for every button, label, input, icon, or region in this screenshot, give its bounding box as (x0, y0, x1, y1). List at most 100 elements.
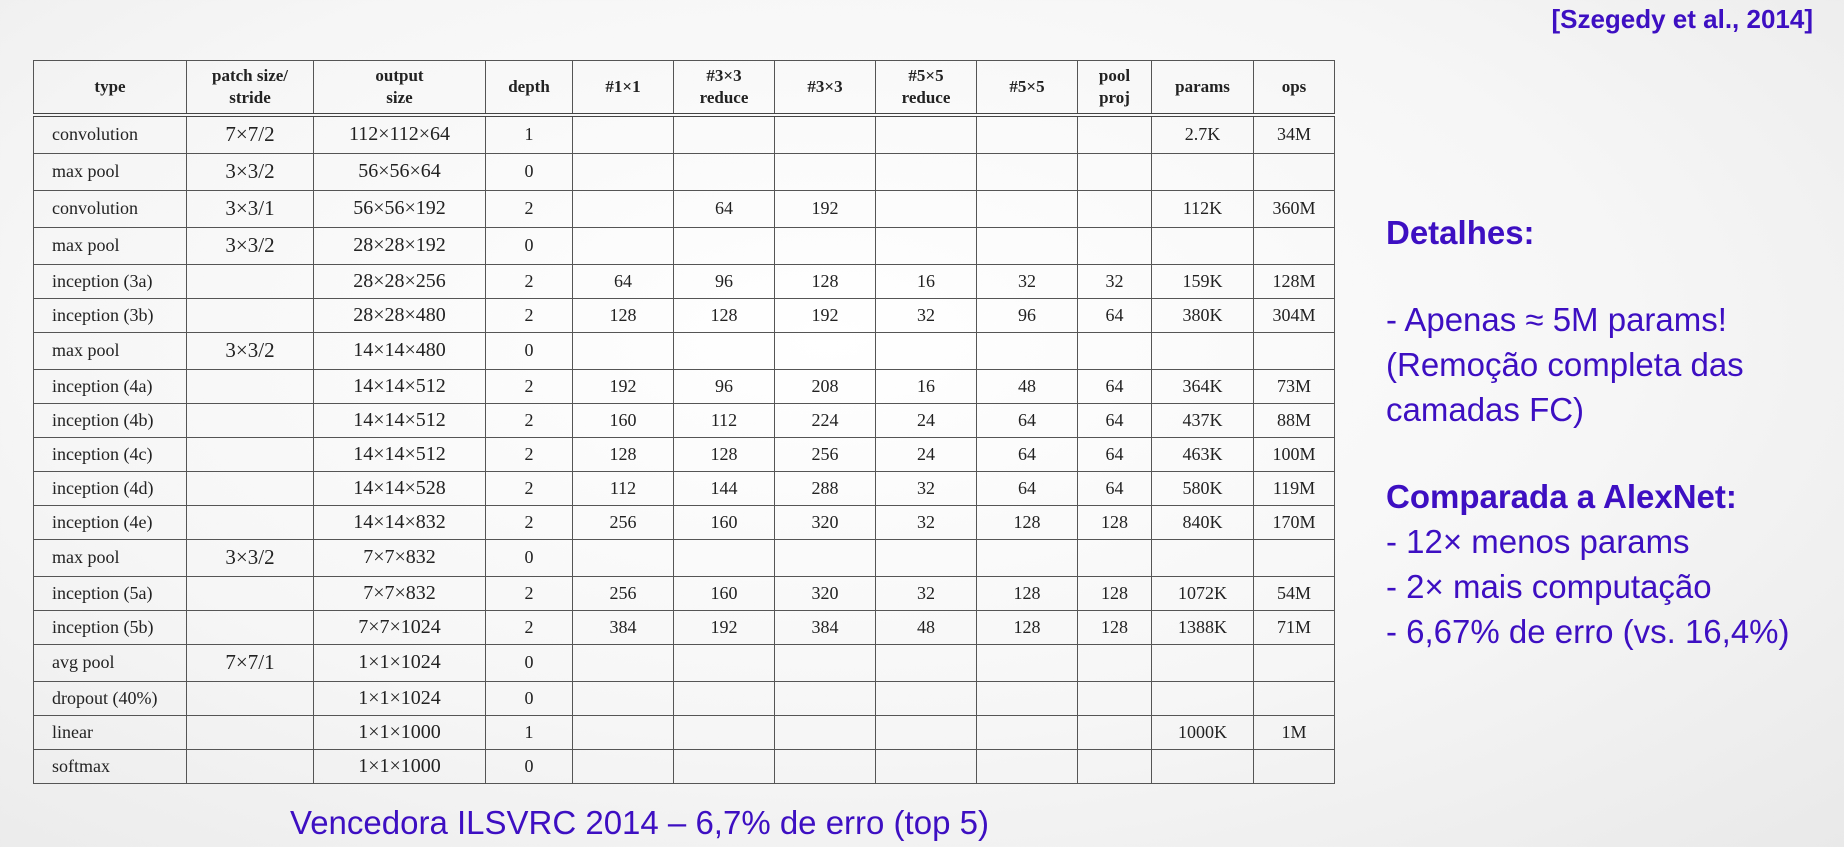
table-cell (673, 680, 775, 716)
column-header-text: output (375, 65, 424, 85)
table-cell (875, 189, 977, 228)
table-cell: inception (3a) (33, 263, 187, 299)
table-cell (1077, 680, 1152, 716)
table-cell (875, 714, 977, 750)
table-cell: 0 (485, 331, 573, 370)
table-cell (1253, 680, 1335, 716)
table-cell (1253, 226, 1335, 265)
table-cell: 128 (1077, 609, 1152, 645)
table-cell (774, 643, 876, 682)
table-cell: 96 (976, 297, 1078, 333)
table-cell: 64 (572, 263, 674, 299)
table-cell: 32 (1077, 263, 1152, 299)
table-row: inception (3b) 28×28×480 2 128 128 192 32 96 64 3… (33, 297, 1335, 333)
table-cell (774, 680, 876, 716)
table-body: convolution 7×7/2 112×112×64 1 2.7K 34M max po… (33, 113, 1335, 785)
table-cell: max pool (33, 153, 187, 191)
table-row: max pool 3×3/2 56×56×64 0 (33, 153, 1335, 191)
table-cell: 3×3/2 (186, 331, 314, 370)
table-cell (186, 297, 314, 333)
table-cell: dropout (40%) (33, 680, 187, 716)
table-cell (1253, 748, 1335, 785)
column-header: #5×5 reduce (875, 60, 977, 117)
table-cell: 128 (572, 436, 674, 472)
details-line: camadas FC) (1386, 391, 1585, 428)
table-cell: 2 (485, 368, 573, 404)
details-line: (Remoção completa das (1386, 346, 1744, 383)
citation: [Szegedy et al., 2014] (1551, 4, 1813, 34)
table-cell: 1072K (1151, 575, 1254, 611)
table-cell (976, 643, 1078, 682)
table-cell: 16 (875, 368, 977, 404)
table-cell: 170M (1253, 504, 1335, 540)
table-cell (572, 680, 674, 716)
column-header-text: pool (1098, 65, 1131, 85)
table-cell: 2 (485, 470, 573, 506)
table-cell: inception (5b) (33, 609, 187, 645)
table-cell: 0 (485, 538, 573, 577)
column-header-text: ops (1281, 76, 1307, 96)
table-cell (1077, 189, 1152, 228)
column-header: #3×3 reduce (673, 60, 775, 117)
table-cell: 64 (976, 402, 1078, 438)
table-cell (1151, 226, 1254, 265)
table-cell (875, 643, 977, 682)
table-cell: 88M (1253, 402, 1335, 438)
table-cell (875, 153, 977, 191)
table-cell: 96 (673, 368, 775, 404)
details-heading: Detalhes: (1386, 214, 1535, 251)
table-cell (673, 748, 775, 785)
table-cell: 56×56×192 (313, 189, 486, 228)
table-cell (673, 538, 775, 577)
table-cell: 580K (1151, 470, 1254, 506)
table-cell: 128 (976, 609, 1078, 645)
table-cell: 840K (1151, 504, 1254, 540)
table-cell: 14×14×528 (313, 470, 486, 506)
table-cell: 24 (875, 436, 977, 472)
table-cell: 3×3/2 (186, 153, 314, 191)
table-cell: 2 (485, 436, 573, 472)
table-cell: 28×28×480 (313, 297, 486, 333)
table-cell: 64 (976, 470, 1078, 506)
table-cell (774, 748, 876, 785)
table-cell (572, 113, 674, 155)
table-cell: 2 (485, 575, 573, 611)
table-cell (673, 153, 775, 191)
column-header: ops (1253, 60, 1335, 117)
table-cell (774, 226, 876, 265)
table-cell: 100M (1253, 436, 1335, 472)
table-cell: 160 (673, 504, 775, 540)
column-header: #3×3 (774, 60, 876, 117)
table-cell: 0 (485, 226, 573, 265)
table-cell: 128 (774, 263, 876, 299)
table-cell (875, 113, 977, 155)
table-cell: 160 (673, 575, 775, 611)
table-cell: 2 (485, 609, 573, 645)
table-cell: 73M (1253, 368, 1335, 404)
table-cell: 2 (485, 263, 573, 299)
table-cell (875, 331, 977, 370)
table-row: convolution 7×7/2 112×112×64 1 2.7K 34M (33, 113, 1335, 155)
table-cell: 1 (485, 714, 573, 750)
table-cell (186, 436, 314, 472)
table-cell: 119M (1253, 470, 1335, 506)
table-cell: 128 (976, 504, 1078, 540)
table-row: inception (5b) 7×7×1024 2 384 192 384 48 128 128… (33, 609, 1335, 645)
table-cell (673, 331, 775, 370)
table-cell: 64 (1077, 368, 1152, 404)
table-cell: 320 (774, 504, 876, 540)
table-cell: 3×3/2 (186, 538, 314, 577)
table-row: max pool 3×3/2 14×14×480 0 (33, 331, 1335, 370)
table-cell (1077, 643, 1152, 682)
table-cell (186, 714, 314, 750)
table-row: convolution 3×3/1 56×56×192 2 64 192 112K 360M (33, 189, 1335, 228)
table-cell: 304M (1253, 297, 1335, 333)
column-header: params (1151, 60, 1254, 117)
table-cell: 64 (1077, 470, 1152, 506)
table-cell (1253, 643, 1335, 682)
table-cell (1077, 113, 1152, 155)
table-cell: 34M (1253, 113, 1335, 155)
table-cell (1077, 748, 1152, 785)
table-cell: 32 (875, 297, 977, 333)
table-cell: 64 (673, 189, 775, 228)
